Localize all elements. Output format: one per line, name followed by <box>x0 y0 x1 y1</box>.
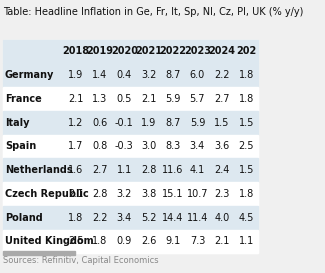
Text: 2021: 2021 <box>135 46 162 57</box>
Text: Netherlands: Netherlands <box>5 165 72 175</box>
Text: Table: Headline Inflation in Ge, Fr, It, Sp, Nl, Cz, Pl, UK (% y/y): Table: Headline Inflation in Ge, Fr, It,… <box>3 7 304 17</box>
Text: 2024: 2024 <box>208 46 235 57</box>
Text: 0.8: 0.8 <box>92 141 108 152</box>
Text: 1.8: 1.8 <box>239 189 254 199</box>
Text: 1.9: 1.9 <box>68 70 83 80</box>
Text: 1.7: 1.7 <box>68 141 83 152</box>
Text: 3.6: 3.6 <box>214 141 229 152</box>
Text: 5.2: 5.2 <box>141 213 156 223</box>
Text: Spain: Spain <box>5 141 36 152</box>
Text: 1.8: 1.8 <box>68 213 83 223</box>
Text: 2.7: 2.7 <box>92 165 108 175</box>
Text: 2.5: 2.5 <box>239 141 254 152</box>
Text: 14.4: 14.4 <box>162 213 184 223</box>
Text: 1.6: 1.6 <box>68 165 83 175</box>
Text: 2.8: 2.8 <box>92 189 108 199</box>
Text: 2.1: 2.1 <box>68 94 83 104</box>
Text: Germany: Germany <box>5 70 54 80</box>
Text: 1.1: 1.1 <box>117 165 132 175</box>
Text: 3.0: 3.0 <box>141 141 156 152</box>
Text: 8.3: 8.3 <box>165 141 181 152</box>
Text: 2.5: 2.5 <box>68 236 83 247</box>
Bar <box>3 40 258 253</box>
Text: 1.5: 1.5 <box>239 118 254 128</box>
Text: 2.1: 2.1 <box>68 189 83 199</box>
Text: 8.7: 8.7 <box>165 70 181 80</box>
Text: 7.3: 7.3 <box>190 236 205 247</box>
Text: 2022: 2022 <box>160 46 187 57</box>
Text: 0.4: 0.4 <box>117 70 132 80</box>
Text: Czech Republic: Czech Republic <box>5 189 89 199</box>
Text: 8.7: 8.7 <box>165 118 181 128</box>
Text: United Kingdom: United Kingdom <box>5 236 94 247</box>
Text: 3.8: 3.8 <box>141 189 156 199</box>
Text: 0.6: 0.6 <box>92 118 108 128</box>
Text: 0.9: 0.9 <box>117 236 132 247</box>
Text: 5.9: 5.9 <box>165 94 181 104</box>
Text: -0.1: -0.1 <box>115 118 134 128</box>
Text: 0.5: 0.5 <box>117 94 132 104</box>
Text: 11.6: 11.6 <box>162 165 184 175</box>
Text: 4.5: 4.5 <box>239 213 254 223</box>
Text: 1.8: 1.8 <box>92 236 108 247</box>
Text: 2.3: 2.3 <box>214 189 229 199</box>
Text: 2018: 2018 <box>62 46 89 57</box>
Bar <box>3 63 258 87</box>
Text: 3.4: 3.4 <box>117 213 132 223</box>
Bar <box>3 182 258 206</box>
Text: -0.3: -0.3 <box>115 141 134 152</box>
Text: 2.4: 2.4 <box>214 165 229 175</box>
Text: 202: 202 <box>236 46 256 57</box>
Text: 1.9: 1.9 <box>141 118 156 128</box>
Text: 1.3: 1.3 <box>92 94 108 104</box>
Text: Italy: Italy <box>5 118 29 128</box>
Text: 1.2: 1.2 <box>68 118 83 128</box>
Text: 1.8: 1.8 <box>239 94 254 104</box>
Text: 3.4: 3.4 <box>190 141 205 152</box>
Text: 2.1: 2.1 <box>141 94 156 104</box>
Text: 11.4: 11.4 <box>187 213 208 223</box>
Text: 2.8: 2.8 <box>141 165 156 175</box>
Text: 1.5: 1.5 <box>239 165 254 175</box>
Text: 2020: 2020 <box>111 46 138 57</box>
Text: 1.8: 1.8 <box>239 70 254 80</box>
Text: 1.5: 1.5 <box>214 118 229 128</box>
Bar <box>3 206 258 230</box>
Bar <box>3 230 258 253</box>
Text: 2019: 2019 <box>86 46 113 57</box>
Bar <box>3 111 258 135</box>
Text: 3.2: 3.2 <box>141 70 156 80</box>
Text: 5.9: 5.9 <box>190 118 205 128</box>
Text: 1.4: 1.4 <box>92 70 108 80</box>
Text: 6.0: 6.0 <box>190 70 205 80</box>
Bar <box>3 251 75 255</box>
Text: 2.7: 2.7 <box>214 94 229 104</box>
Text: 3.2: 3.2 <box>117 189 132 199</box>
Text: 9.1: 9.1 <box>165 236 181 247</box>
Text: 10.7: 10.7 <box>187 189 208 199</box>
Text: 2.1: 2.1 <box>214 236 229 247</box>
Text: 2023: 2023 <box>184 46 211 57</box>
Text: 1.1: 1.1 <box>239 236 254 247</box>
Text: 2.2: 2.2 <box>214 70 229 80</box>
Bar <box>3 158 258 182</box>
Text: Poland: Poland <box>5 213 43 223</box>
Text: France: France <box>5 94 42 104</box>
Text: 4.1: 4.1 <box>190 165 205 175</box>
Text: Sources: Refinitiv, Capital Economics: Sources: Refinitiv, Capital Economics <box>3 256 159 265</box>
Text: 4.0: 4.0 <box>214 213 229 223</box>
Text: 2.6: 2.6 <box>141 236 156 247</box>
Bar <box>3 40 258 63</box>
Text: 15.1: 15.1 <box>162 189 184 199</box>
Text: 5.7: 5.7 <box>190 94 205 104</box>
Bar <box>3 135 258 158</box>
Text: 2.2: 2.2 <box>92 213 108 223</box>
Bar <box>3 87 258 111</box>
